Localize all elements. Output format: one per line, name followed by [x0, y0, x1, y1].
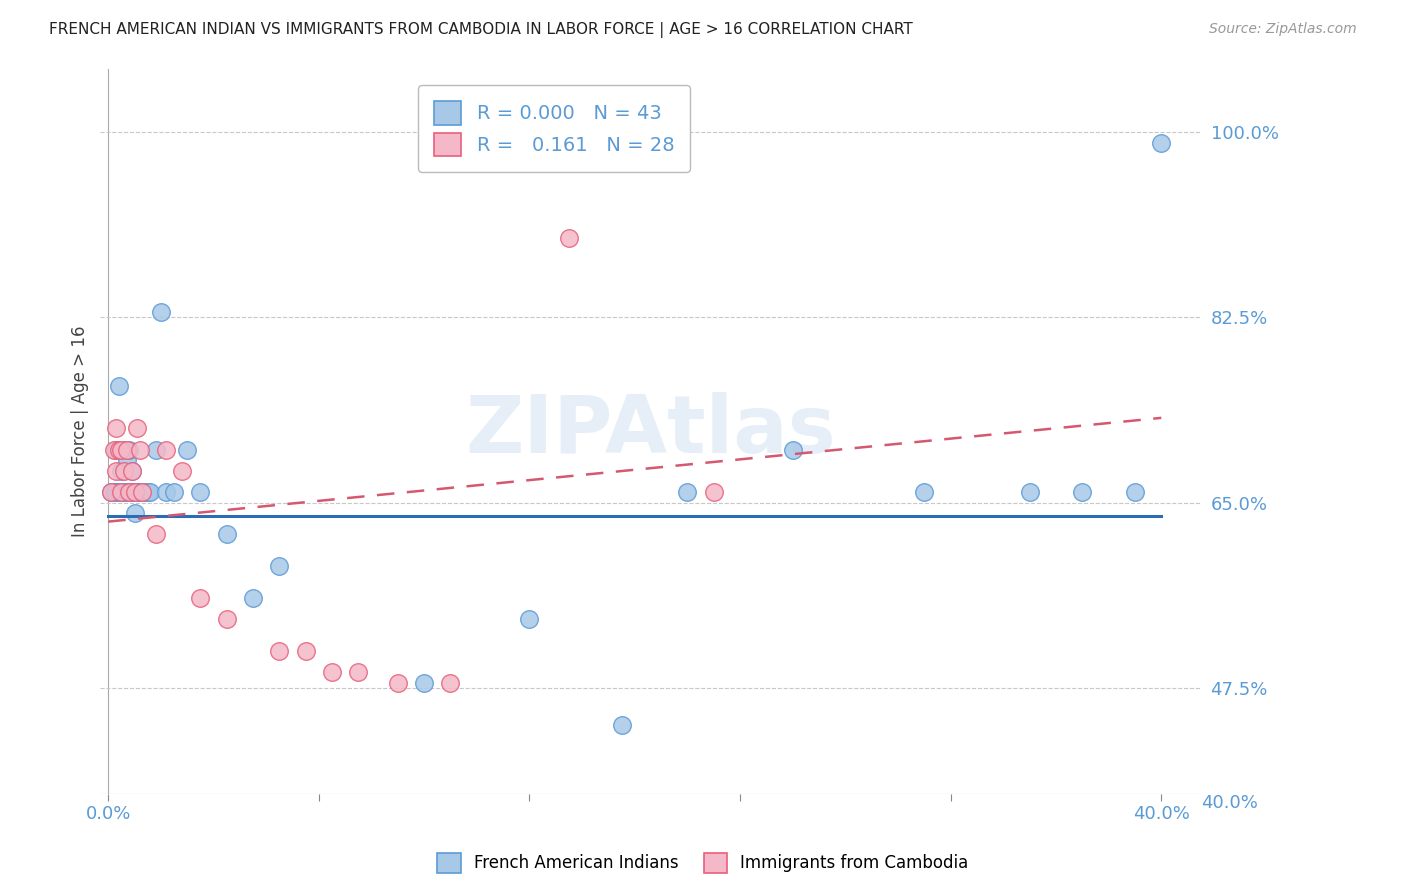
Point [128, 442, 150, 457]
Point [439, 675, 461, 690]
Point [703, 485, 725, 500]
Point [676, 485, 699, 500]
Point [155, 485, 177, 500]
Point [347, 665, 370, 679]
Point [413, 675, 436, 690]
Point [105, 485, 128, 500]
Point [294, 644, 316, 658]
Point [110, 464, 132, 478]
Point [155, 442, 177, 457]
Point [115, 453, 138, 467]
Point [107, 485, 129, 500]
Point [782, 442, 804, 457]
Point [110, 442, 132, 457]
Text: Source: ZipAtlas.com: Source: ZipAtlas.com [1209, 22, 1357, 37]
Point [105, 442, 128, 457]
Point [190, 485, 212, 500]
Point [912, 485, 935, 500]
Point [128, 485, 150, 500]
Point [118, 485, 141, 500]
Point [387, 675, 409, 690]
Point [127, 421, 149, 435]
Point [121, 485, 143, 500]
Point [105, 464, 128, 478]
Point [215, 527, 238, 541]
Point [112, 442, 135, 457]
Point [107, 442, 129, 457]
Point [558, 231, 581, 245]
Point [1150, 136, 1173, 150]
Point [242, 591, 264, 605]
Point [124, 485, 146, 500]
Text: 40.0%: 40.0% [1201, 794, 1258, 812]
Point [145, 442, 167, 457]
Point [134, 485, 156, 500]
Point [115, 485, 138, 500]
Point [519, 612, 541, 626]
Point [149, 305, 172, 319]
Point [131, 485, 153, 500]
Point [1018, 485, 1040, 500]
Point [170, 464, 193, 478]
Point [107, 379, 129, 393]
Point [115, 442, 138, 457]
Point [110, 485, 132, 500]
Point [121, 464, 143, 478]
Point [118, 485, 141, 500]
Point [110, 485, 132, 500]
Point [131, 485, 153, 500]
Text: ZIPAtlas: ZIPAtlas [465, 392, 837, 470]
Point [215, 612, 238, 626]
Point [269, 644, 291, 658]
Point [163, 485, 186, 500]
Point [139, 485, 162, 500]
Point [1123, 485, 1146, 500]
Point [124, 485, 146, 500]
Point [176, 442, 198, 457]
Point [321, 665, 343, 679]
Point [112, 485, 135, 500]
Point [100, 485, 122, 500]
Point [190, 591, 212, 605]
Legend: R = 0.000   N = 43, R =   0.161   N = 28: R = 0.000 N = 43, R = 0.161 N = 28 [418, 86, 690, 172]
Point [127, 485, 149, 500]
Point [145, 527, 167, 541]
Point [124, 506, 146, 520]
Point [103, 442, 125, 457]
Point [105, 421, 128, 435]
Point [103, 485, 125, 500]
Text: FRENCH AMERICAN INDIAN VS IMMIGRANTS FROM CAMBODIA IN LABOR FORCE | AGE > 16 COR: FRENCH AMERICAN INDIAN VS IMMIGRANTS FRO… [49, 22, 912, 38]
Legend: French American Indians, Immigrants from Cambodia: French American Indians, Immigrants from… [430, 847, 976, 880]
Point [100, 485, 122, 500]
Point [1071, 485, 1094, 500]
Point [118, 442, 141, 457]
Point [610, 718, 633, 732]
Point [121, 464, 143, 478]
Point [269, 559, 291, 574]
Point [112, 464, 135, 478]
Y-axis label: In Labor Force | Age > 16: In Labor Force | Age > 16 [72, 326, 89, 537]
Point [136, 485, 159, 500]
